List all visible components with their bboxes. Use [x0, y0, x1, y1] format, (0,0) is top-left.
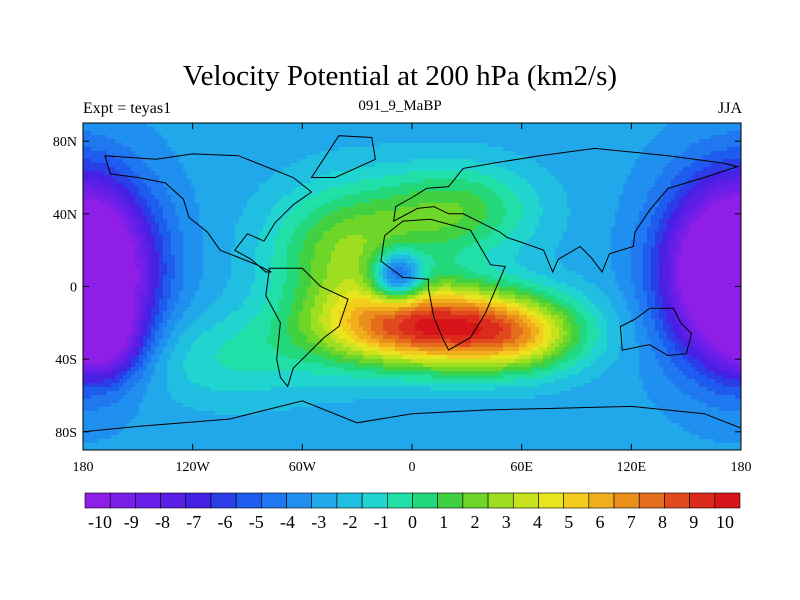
colorbar-box-14: [437, 492, 464, 509]
colorbar-box-3: [160, 492, 187, 509]
coastline-5: [83, 400, 741, 450]
colorbar-box-7: [261, 492, 287, 509]
colorbar: -10 -9 -8 -7 -6 -5 -4 -3 -2 -1 0 1 2 3 4 5 6 7 8 9 10: [84, 492, 741, 532]
colorbar-box-6: [235, 492, 262, 509]
coastline-2: [380, 218, 506, 351]
x-tick-label-0: 180: [73, 460, 94, 475]
colorbar-label-2: -8: [155, 512, 170, 532]
colorbar-box-5: [210, 492, 237, 509]
colorbar-box-11: [361, 492, 388, 509]
colorbar-box-21: [613, 492, 640, 509]
colorbar-box-10: [336, 492, 363, 509]
colorbar-label-3: -7: [186, 512, 201, 532]
colorbar-box-19: [563, 492, 590, 509]
colorbar-box-12: [387, 492, 413, 509]
coastline-0: [104, 153, 313, 273]
colorbar-label-15: 5: [564, 512, 573, 532]
axes: 180 120W 60W 0 60E 120E 180 80N 40N 0 40S 80S: [53, 123, 752, 475]
x-tick-label-5: 120E: [617, 460, 647, 475]
experiment-label: Expt = teyas1: [83, 100, 172, 117]
x-tick-label-2: 60W: [289, 460, 317, 475]
colorbar-box-25: [714, 492, 741, 509]
coastline-1: [265, 267, 349, 388]
colorbar-label-17: 7: [627, 512, 636, 532]
colorbar-label-5: -5: [249, 512, 264, 532]
colorbar-label-20: 10: [716, 512, 734, 532]
colorbar-label-19: 9: [689, 512, 698, 532]
colorbar-label-6: -4: [280, 512, 295, 532]
y-tick-label-0: 80N: [53, 135, 77, 150]
colorbar-label-14: 4: [533, 512, 542, 532]
colorbar-label-12: 2: [471, 512, 480, 532]
colorbar-box-15: [462, 492, 489, 509]
colorbar-box-13: [412, 492, 438, 509]
colorbar-label-4: -6: [218, 512, 233, 532]
colorbar-box-22: [638, 492, 665, 509]
colorbar-label-8: -2: [343, 512, 358, 532]
colorbar-label-11: 1: [439, 512, 448, 532]
y-tick-label-4: 80S: [55, 426, 77, 441]
coastline-6: [310, 135, 376, 178]
colorbar-box-16: [487, 492, 514, 509]
x-tick-label-4: 60E: [510, 460, 533, 475]
colorbar-label-0: -10: [88, 512, 112, 532]
y-tick-label-3: 40S: [55, 353, 77, 368]
chart-title: Velocity Potential at 200 hPa (km2/s): [182, 60, 618, 92]
colorbar-box-20: [588, 492, 615, 509]
colorbar-box-24: [689, 492, 716, 509]
colorbar-label-9: -1: [374, 512, 389, 532]
colorbar-label-13: 3: [502, 512, 511, 532]
coastline-4: [619, 307, 693, 357]
season-label: JJA: [717, 100, 742, 117]
x-tick-label-1: 120W: [176, 460, 211, 475]
colorbar-label-18: 8: [658, 512, 667, 532]
colorbar-box-4: [185, 492, 212, 509]
y-tick-label-1: 40N: [53, 208, 77, 223]
colorbar-label-7: -3: [311, 512, 326, 532]
colorbar-box-18: [538, 492, 564, 509]
colorbar-box-1: [109, 492, 136, 509]
colorbar-box-9: [311, 492, 338, 509]
x-tick-label-6: 180: [731, 460, 752, 475]
colorbar-box-8: [286, 492, 313, 509]
x-tick-label-3: 0: [409, 460, 416, 475]
velocity-potential-field: [83, 123, 741, 450]
coastline-3: [393, 147, 740, 274]
colorbar-box-17: [512, 492, 539, 509]
colorbar-box-2: [135, 492, 161, 509]
colorbar-box-0: [84, 492, 111, 509]
run-label: 091_9_MaBP: [358, 98, 442, 114]
y-tick-label-2: 0: [70, 281, 77, 296]
colorbar-label-16: 6: [596, 512, 605, 532]
colorbar-label-1: -9: [124, 512, 139, 532]
colorbar-box-23: [664, 492, 690, 509]
colorbar-label-10: 0: [408, 512, 417, 532]
coastlines: [83, 135, 741, 450]
